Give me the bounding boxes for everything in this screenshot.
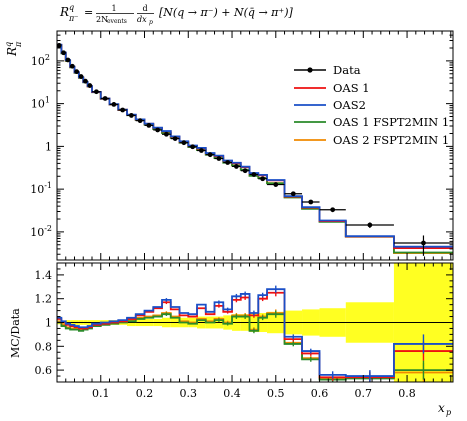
- ylabel-sup: q: [4, 42, 13, 47]
- data-point: [78, 74, 84, 79]
- x-tick-label: 0.7: [355, 387, 373, 400]
- data-point: [120, 107, 126, 113]
- title-r: R: [59, 5, 69, 19]
- x-tick-label: 0.2: [136, 387, 154, 400]
- title-r-sup: q: [69, 3, 74, 12]
- data-point: [57, 43, 62, 48]
- data-point: [260, 176, 266, 182]
- main-y-tick-label: 102: [31, 53, 50, 68]
- legend-entry-oas2-fspt2min1: OAS 2 FSPT2MIN 1: [294, 133, 449, 147]
- data-point: [207, 152, 213, 158]
- x-tick-label: 0.6: [311, 387, 329, 400]
- title-frac-den: 2N: [96, 15, 108, 24]
- legend-label-oas2-fspt2min1: OAS 2 FSPT2MIN 1: [333, 133, 449, 147]
- ratio-y-tick-label: 0.8: [35, 340, 53, 353]
- data-point: [216, 156, 222, 161]
- xlabel-sub: p: [446, 408, 451, 417]
- data-point: [290, 191, 296, 197]
- x-tick-label: 0.3: [180, 387, 198, 400]
- legend-marker-data: [307, 67, 313, 73]
- ylabel-sub: π: [14, 41, 23, 48]
- title-dx: dx: [137, 15, 147, 24]
- main-y-tick-label: 1: [45, 140, 52, 153]
- legend-entry-data: Data: [294, 63, 361, 77]
- data-point: [74, 69, 80, 75]
- ratio-line-oas-1-fspt2min-1: [57, 313, 453, 381]
- ylabel-r: R: [5, 47, 19, 57]
- data-point: [367, 222, 373, 228]
- main-line-oas-1-fspt2min-1: [57, 44, 453, 254]
- data-point: [146, 122, 152, 128]
- data-point: [225, 160, 231, 165]
- data-point: [137, 118, 143, 124]
- data-point: [190, 144, 196, 150]
- legend-entry-oas2: OAS2: [294, 98, 366, 112]
- title-d: d: [142, 4, 147, 13]
- data-point: [242, 168, 248, 174]
- title-r-sub: π⁻: [68, 14, 78, 23]
- legend-entry-oas1: OAS 1: [294, 81, 370, 95]
- data-point: [93, 89, 99, 95]
- main-y-axis-label: R q π: [4, 41, 23, 57]
- ratio-series-oas2: [57, 285, 453, 382]
- data-point: [198, 148, 204, 153]
- data-point: [102, 96, 108, 101]
- data-points: [57, 43, 453, 256]
- ratio-y-axis-label: MC/Data: [9, 308, 22, 358]
- data-point: [251, 172, 257, 177]
- main-y-tick-label: 10-2: [30, 224, 52, 239]
- title-equals: =: [84, 6, 93, 19]
- x-axis-label: x p: [438, 401, 451, 417]
- data-point: [128, 113, 134, 118]
- title-frac-num: 1: [111, 4, 116, 13]
- data-point: [273, 182, 279, 187]
- data-point: [330, 207, 336, 213]
- data-point: [181, 140, 187, 146]
- data-point: [172, 136, 178, 142]
- ratio-line-oas2: [57, 288, 453, 377]
- legend-label-oas1-fspt2min1: OAS 1 FSPT2MIN 1: [333, 115, 449, 129]
- title-dx-sub: p: [149, 19, 153, 26]
- ratio-y-tick-label: 0.6: [35, 364, 53, 377]
- ratio-y-tick-label: 1: [45, 317, 52, 330]
- x-tick-label: 0.1: [92, 387, 110, 400]
- data-point: [65, 57, 71, 63]
- main-frame: [56, 30, 454, 261]
- x-tick-label: 0.4: [223, 387, 241, 400]
- data-point: [111, 101, 117, 107]
- data-point: [421, 240, 426, 246]
- legend-label-data: Data: [333, 63, 361, 77]
- main-y-tick-label: 10-1: [30, 181, 52, 196]
- data-point: [155, 127, 161, 133]
- legend-label-oas2: OAS2: [333, 98, 366, 112]
- title-bracket: [N(q → π⁻) + N(q̄ → π⁺)]: [159, 6, 293, 19]
- legend: Data OAS 1 OAS2 OAS 1 FSPT2MIN 1 OAS 2 F…: [294, 63, 449, 147]
- legend-entry-oas1-fspt2min1: OAS 1 FSPT2MIN 1: [294, 115, 449, 129]
- chart-title: R q π⁻ = 1 2N events d dx p [N(q → π⁻) +…: [59, 3, 293, 26]
- data-point: [87, 83, 93, 88]
- title-frac-den-sub: events: [107, 18, 127, 25]
- main-y-tick-label: 101: [31, 96, 50, 111]
- data-point: [163, 131, 169, 137]
- data-point: [83, 78, 88, 84]
- data-point: [234, 164, 239, 169]
- ratio-y-tick-label: 1.2: [35, 293, 53, 306]
- main-panel: 10-2 10-1 1 101 102: [30, 30, 454, 261]
- data-point: [308, 199, 314, 205]
- main-line-oas-2-fspt2min-1: [57, 44, 453, 254]
- x-tick-label: 0.8: [398, 387, 416, 400]
- xlabel-x: x: [438, 401, 445, 415]
- legend-label-oas1: OAS 1: [333, 81, 370, 95]
- x-tick-label: 0.5: [267, 387, 285, 400]
- ratio-y-tick-label: 1.4: [35, 269, 53, 282]
- data-point: [61, 50, 66, 56]
- ratio-panel: 0.1 0.2 0.3 0.4 0.5 0.6 0.7 0.8 0.6 0.8 1 1.2 1.4: [35, 262, 454, 400]
- data-point: [69, 63, 75, 69]
